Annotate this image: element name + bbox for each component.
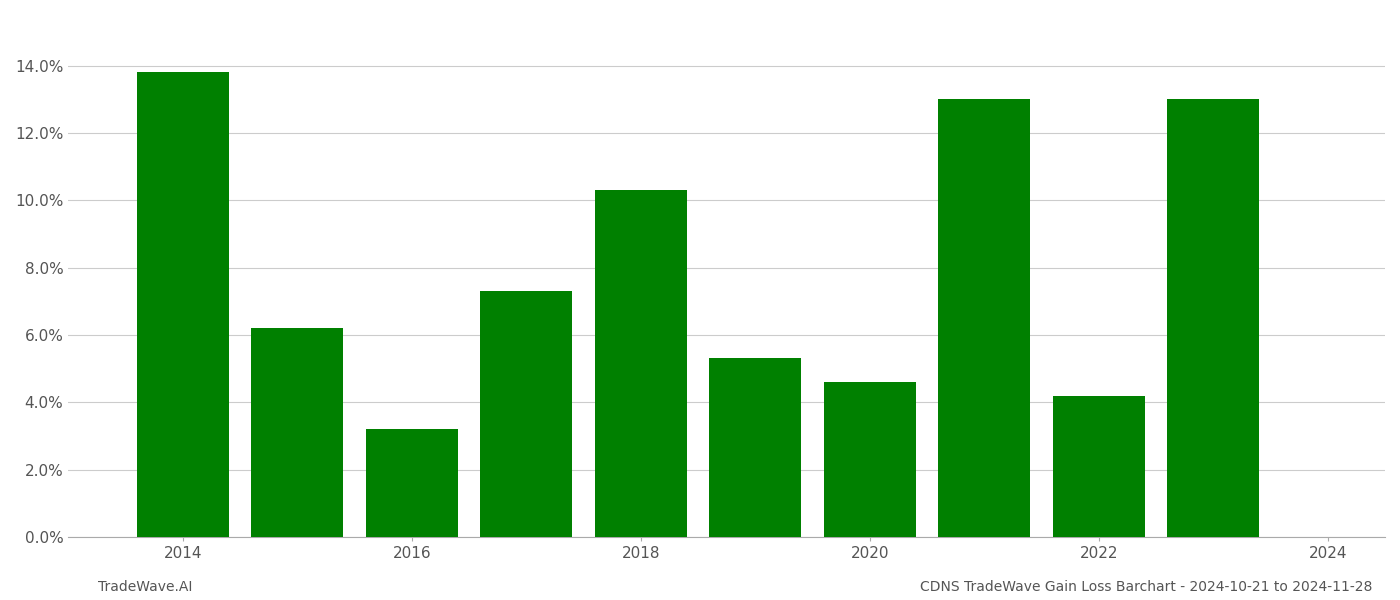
Text: TradeWave.AI: TradeWave.AI: [98, 580, 192, 594]
Bar: [480, 291, 573, 537]
Bar: [1053, 395, 1145, 537]
Bar: [137, 72, 228, 537]
Bar: [252, 328, 343, 537]
Bar: [825, 382, 916, 537]
Bar: [1168, 99, 1259, 537]
Bar: [365, 429, 458, 537]
Bar: [938, 99, 1030, 537]
Text: CDNS TradeWave Gain Loss Barchart - 2024-10-21 to 2024-11-28: CDNS TradeWave Gain Loss Barchart - 2024…: [920, 580, 1372, 594]
Bar: [595, 190, 686, 537]
Bar: [710, 358, 801, 537]
